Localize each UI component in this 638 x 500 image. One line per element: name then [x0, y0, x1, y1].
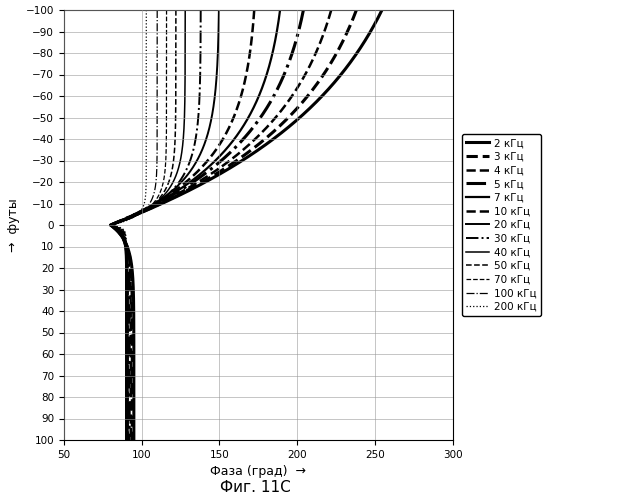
Y-axis label: →  футы: → футы [7, 198, 20, 252]
Text: Фиг. 11С: Фиг. 11С [220, 480, 290, 495]
Legend: 2 кГц, 3 кГц, 4 кГц, 5 кГц, 7 кГц, 10 кГц, 20 кГц, 30 кГц, 40 кГц, 50 кГц, 70 кГ: 2 кГц, 3 кГц, 4 кГц, 5 кГц, 7 кГц, 10 кГ… [462, 134, 541, 316]
X-axis label: Фаза (град)  →: Фаза (град) → [211, 466, 306, 478]
